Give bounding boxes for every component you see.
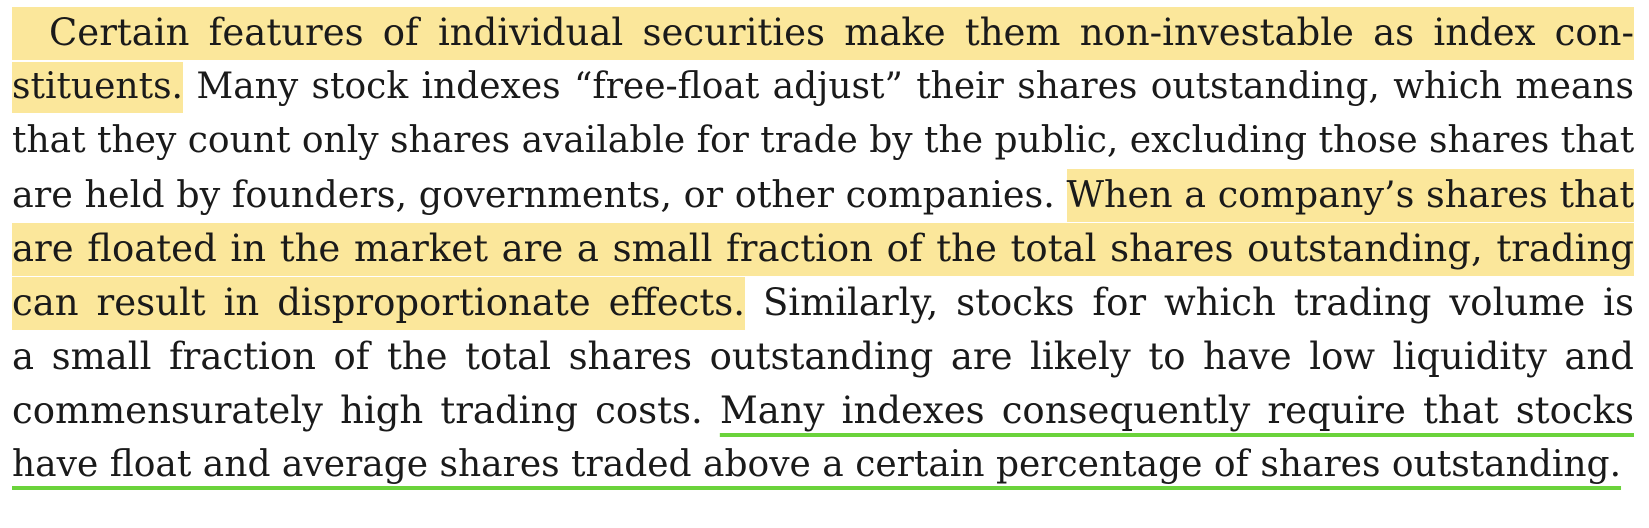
text-line: are held by founders, governments, or ot…	[12, 168, 1634, 222]
body-text: commensurately high trading costs.	[12, 389, 720, 432]
highlighted-text: stituents.	[12, 62, 183, 113]
text-line: that they count only shares available fo…	[12, 114, 1634, 168]
highlighted-text: are floated in the market are a small fr…	[12, 223, 1634, 276]
text-line: stituents. Many stock indexes “free-floa…	[12, 60, 1634, 114]
text-line: can result in disproportionate effects. …	[12, 276, 1634, 330]
body-text: Similarly, stocks for which trading volu…	[745, 281, 1634, 324]
highlighted-text: Certain features of individual securitie…	[12, 7, 1634, 60]
body-text: are held by founders, governments, or ot…	[12, 173, 1067, 216]
body-text: that they count only shares available fo…	[12, 120, 1635, 161]
underlined-text: have float and average shares traded abo…	[12, 444, 1622, 485]
body-text: a small fraction of the total shares out…	[12, 335, 1634, 378]
body-text: Many stock indexes “free-float adjust” t…	[182, 66, 1634, 107]
underlined-text: Many indexes consequently require that s…	[719, 389, 1634, 432]
text-line: have float and average shares traded abo…	[12, 438, 1634, 492]
highlighted-text: can result in disproportionate effects.	[12, 277, 746, 330]
highlighted-text: When a company’s shares that	[1066, 169, 1634, 222]
text-line: a small fraction of the total shares out…	[12, 330, 1634, 384]
text-line: Certain features of individual securitie…	[12, 6, 1634, 60]
text-line: commensurately high trading costs. Many …	[12, 384, 1634, 438]
text-line: are floated in the market are a small fr…	[12, 222, 1634, 276]
